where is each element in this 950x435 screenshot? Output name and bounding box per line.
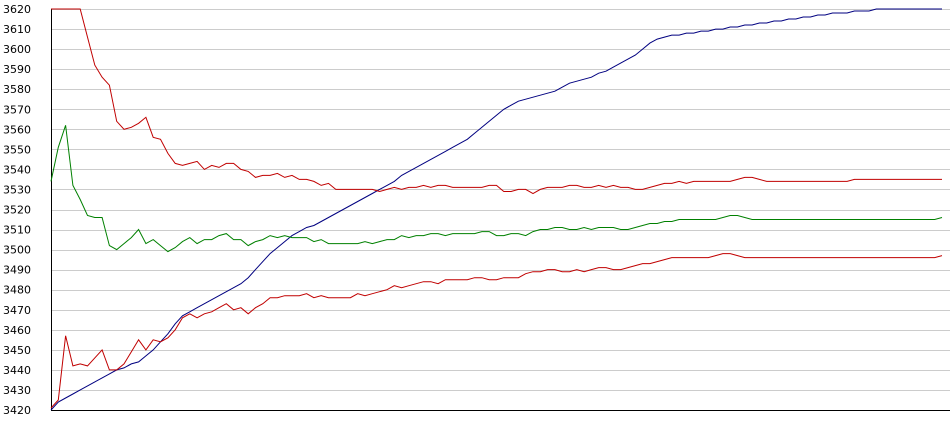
y-tick-label-3430: 3430 — [3, 384, 31, 397]
y-tick-label-3490: 3490 — [3, 264, 31, 277]
y-tick-label-3550: 3550 — [3, 143, 31, 156]
series-lines — [50, 8, 943, 411]
y-tick-label-3500: 3500 — [3, 244, 31, 257]
series-line-4 — [50, 253, 943, 409]
y-tick-label-3520: 3520 — [3, 204, 31, 217]
y-tick-label-3510: 3510 — [3, 224, 31, 237]
y-tick-label-3600: 3600 — [3, 43, 31, 56]
y-tick-label-3450: 3450 — [3, 344, 31, 357]
y-tick-label-3590: 3590 — [3, 63, 31, 76]
y-tick-label-3470: 3470 — [3, 304, 31, 317]
y-tick-label-3440: 3440 — [3, 364, 31, 377]
y-tick-label-3620: 3620 — [3, 3, 31, 16]
series-line-1 — [50, 8, 942, 411]
series-line-3 — [50, 125, 943, 253]
axes — [51, 9, 950, 411]
y-tick-label-3420: 3420 — [3, 404, 31, 417]
y-tick-label-3610: 3610 — [3, 23, 31, 36]
y-tick-label-3570: 3570 — [3, 103, 31, 116]
gridlines — [51, 9, 950, 391]
series-line-2 — [51, 8, 942, 195]
y-tick-label-3560: 3560 — [3, 123, 31, 136]
y-axis-tick-labels: 3420 3430 3440 3450 3460 3470 3480 3490 3500 3510… — [3, 3, 31, 417]
y-tick-label-3580: 3580 — [3, 83, 31, 96]
y-tick-label-3460: 3460 — [3, 324, 31, 337]
y-tick-label-3530: 3530 — [3, 183, 31, 196]
y-tick-label-3540: 3540 — [3, 163, 31, 176]
y-tick-label-3480: 3480 — [3, 284, 31, 297]
